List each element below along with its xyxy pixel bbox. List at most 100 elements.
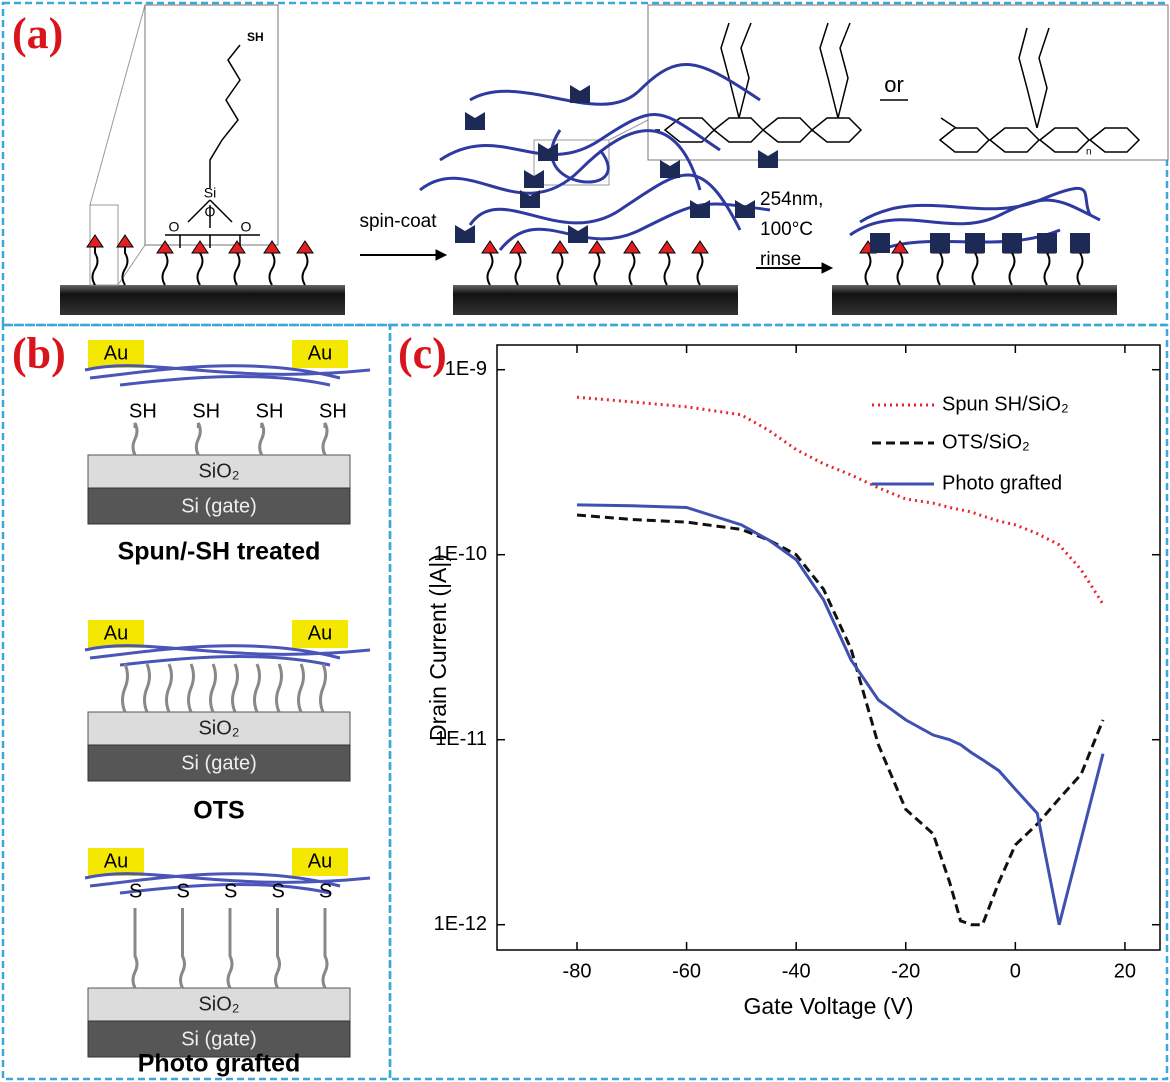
inset — [647, 4, 1169, 161]
step-label: spin-coat — [359, 211, 437, 232]
photo-group — [524, 170, 544, 188]
tether — [268, 252, 276, 286]
thiol-head — [228, 240, 246, 254]
tether — [258, 422, 266, 456]
photo-group — [735, 200, 755, 218]
substrate — [832, 285, 1117, 315]
tether — [121, 247, 129, 286]
x-tick-label: -20 — [891, 960, 920, 982]
tether — [971, 252, 979, 286]
grafted-group — [930, 233, 950, 253]
x-axis-title: Gate Voltage (V) — [743, 993, 913, 1019]
chain — [469, 63, 761, 106]
tether — [628, 252, 636, 286]
dielectric-label: SiO₂ — [198, 460, 239, 482]
ots-chain — [275, 663, 283, 713]
molecule — [165, 44, 260, 248]
step-label: 254nm, — [760, 189, 823, 210]
polymer-chain — [89, 872, 341, 888]
device-caption: OTS — [193, 797, 244, 825]
y-tick-label: 1E-9 — [445, 358, 487, 380]
tether — [864, 252, 872, 286]
electrode — [292, 848, 348, 876]
tether — [131, 908, 139, 989]
atom-label: Si — [204, 185, 216, 201]
electrode — [88, 340, 144, 368]
x-tick-label: -60 — [672, 960, 701, 982]
gate-layer — [87, 1020, 351, 1058]
repeat-label: n — [1086, 147, 1092, 158]
electrode-label: Au — [308, 850, 332, 872]
ots-chain — [187, 663, 195, 713]
anchor-label: S — [319, 880, 332, 902]
device-caption: Spun/-SH treated — [118, 538, 321, 566]
photo-group — [455, 225, 475, 243]
atom-label: SH — [247, 30, 264, 44]
anchor-label: SH — [129, 400, 157, 422]
polymer-chain — [89, 364, 341, 380]
tether — [486, 252, 494, 286]
dielectric-layer — [87, 454, 351, 489]
grafted-group — [1070, 233, 1090, 253]
ots-chain — [319, 663, 327, 713]
tether — [593, 252, 601, 286]
tether — [1008, 252, 1016, 286]
anchor-label: SH — [256, 400, 284, 422]
panel-frame — [1, 1, 1169, 327]
electrode — [88, 620, 144, 648]
photo-group — [520, 190, 540, 208]
electrode-label: Au — [104, 342, 128, 364]
arrow-head — [821, 262, 834, 274]
chain — [419, 129, 702, 195]
tether — [179, 908, 186, 989]
electrode-label: Au — [104, 622, 128, 644]
step-label: 100°C — [760, 219, 813, 240]
tether — [301, 252, 309, 286]
tether — [663, 252, 671, 286]
thiol-head — [623, 240, 641, 254]
gate-label: Si (gate) — [181, 752, 257, 774]
thiol-head — [588, 240, 606, 254]
atom-label: O — [241, 219, 252, 235]
substrate — [453, 285, 738, 315]
gate-label: Si (gate) — [181, 495, 257, 517]
tether — [321, 422, 329, 456]
chain — [439, 113, 721, 162]
ots-chain — [253, 663, 261, 713]
zoom-line — [608, 119, 649, 141]
anchor-label: S — [129, 880, 142, 902]
electrode-label: Au — [104, 850, 128, 872]
tether — [896, 252, 904, 286]
tether — [936, 252, 944, 286]
chain — [859, 186, 1092, 224]
panel-label: (b) — [12, 329, 66, 378]
panel-frame — [1, 323, 392, 1081]
device-caption: Photo grafted — [138, 1050, 301, 1078]
thiol-head — [891, 240, 909, 254]
tether — [91, 247, 99, 286]
tether — [233, 252, 241, 286]
electrode-label: Au — [308, 622, 332, 644]
thiol-head — [551, 240, 569, 254]
thiol-head — [86, 234, 104, 248]
panel-frame — [388, 323, 1169, 1081]
anchor-label: S — [177, 880, 190, 902]
ots-chain — [121, 663, 129, 713]
y-axis-title: Drain Current (|A|) — [425, 554, 451, 741]
step-label: rinse — [760, 249, 801, 270]
grafted-group — [1002, 233, 1022, 253]
substrate — [60, 285, 345, 315]
scheme — [60, 4, 1169, 315]
gate-layer — [87, 487, 351, 525]
anchor-label: SH — [192, 400, 220, 422]
tether — [274, 908, 281, 989]
thiol-head — [481, 240, 499, 254]
or-label: or — [884, 72, 904, 97]
tether — [514, 252, 522, 286]
tether — [161, 252, 169, 286]
gate-layer — [87, 744, 351, 782]
arrow-head — [435, 249, 448, 261]
y-tick-label: 1E-10 — [434, 543, 487, 565]
y-tick-label: 1E-12 — [434, 913, 487, 935]
